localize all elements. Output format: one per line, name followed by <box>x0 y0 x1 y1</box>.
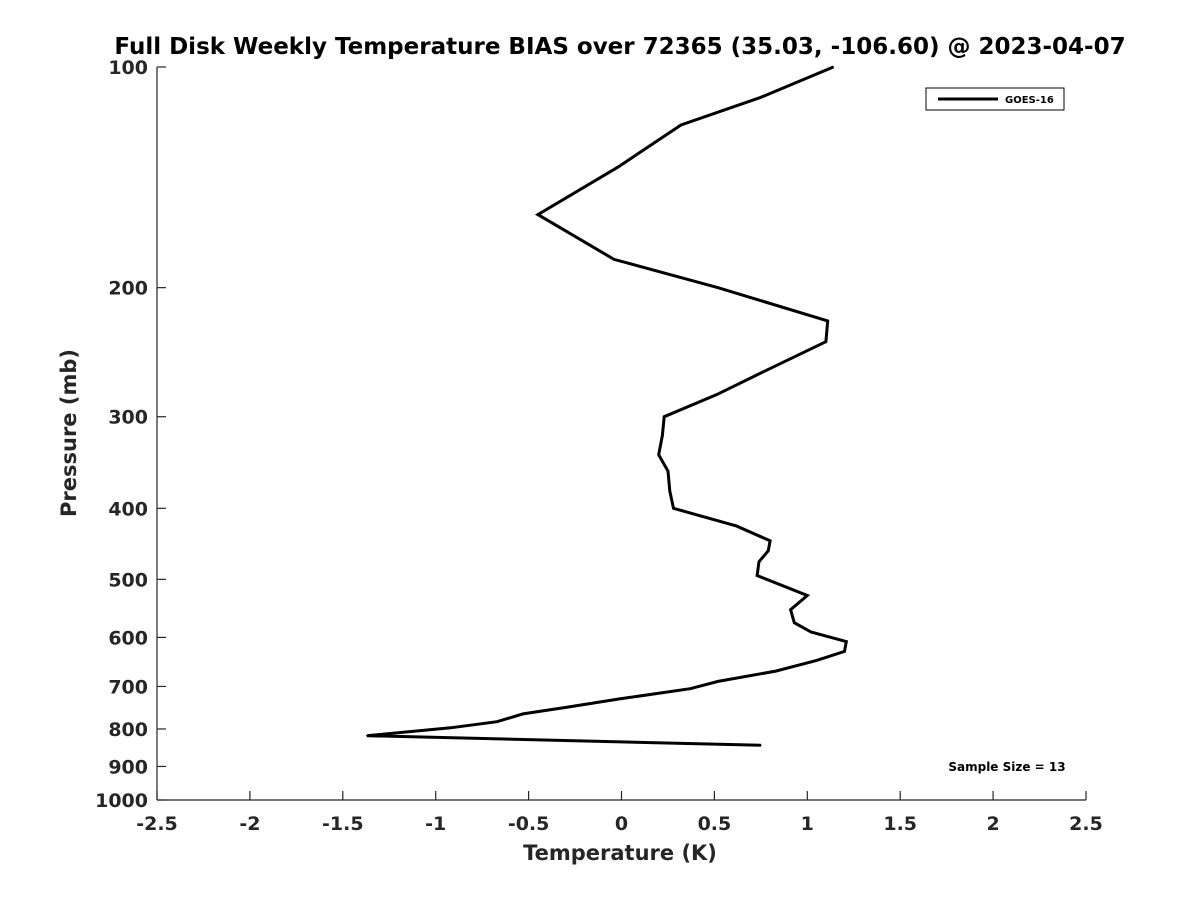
x-axis-label: Temperature (K) <box>523 841 717 865</box>
legend-label-goes-16: GOES-16 <box>1005 95 1054 106</box>
plot-axes: -2.5 -2 -1.5 -1 -0.5 0 0.5 1 1.5 2 2.5 100 200 300 400… <box>95 57 1103 835</box>
data-point <box>680 124 682 126</box>
data-point <box>613 258 615 261</box>
x-tick-label: 1 <box>801 813 814 835</box>
data-point <box>657 453 660 456</box>
data-point <box>769 540 771 542</box>
data-point <box>760 744 762 747</box>
sample-size-annotation: Sample Size = 13 <box>948 760 1065 774</box>
y-tick-label: 1000 <box>95 790 148 812</box>
data-point <box>537 213 539 216</box>
y-tick-label: 200 <box>108 278 148 300</box>
x-tick-label: 0.5 <box>698 813 732 835</box>
y-tick-label: 900 <box>108 756 148 778</box>
data-point <box>845 640 848 643</box>
chart-title: Full Disk Weekly Temperature BIAS over 7… <box>114 34 1125 60</box>
x-tick-label: 0 <box>615 813 628 835</box>
data-point <box>735 525 738 527</box>
data-point <box>825 340 827 343</box>
data-point <box>366 734 368 737</box>
data-point <box>806 594 809 597</box>
data-point <box>815 659 818 662</box>
x-tick-label: 2.5 <box>1069 813 1103 835</box>
x-tick-label: -1 <box>425 813 446 835</box>
data-point <box>496 720 498 723</box>
y-tick-label: 500 <box>108 569 148 591</box>
data-point <box>672 507 675 510</box>
data-point <box>449 726 452 729</box>
data-point <box>715 393 718 396</box>
data-point <box>826 320 829 322</box>
y-tick-label: 600 <box>108 627 148 649</box>
y-tick-label: 700 <box>108 676 148 698</box>
x-tick-label: 2 <box>986 813 999 835</box>
y-tick-label: 400 <box>108 498 148 520</box>
data-point <box>661 434 664 437</box>
y-tick-label: 800 <box>108 719 148 741</box>
data-point <box>689 687 692 690</box>
x-tick-label: -1.5 <box>322 813 364 835</box>
legend: GOES-16 <box>925 87 1065 111</box>
y-tick-label: 300 <box>108 407 148 429</box>
data-point <box>618 698 621 700</box>
data-point <box>522 713 524 715</box>
x-tick-label: -2 <box>239 813 260 835</box>
data-point <box>758 560 760 563</box>
x-tick-label: -0.5 <box>508 813 550 835</box>
series-layer <box>366 65 849 747</box>
data-point <box>616 166 619 169</box>
y-axis-label: Pressure (mb) <box>57 349 81 517</box>
data-point <box>843 650 846 653</box>
data-point <box>760 96 762 99</box>
data-point <box>669 490 671 492</box>
data-point <box>667 470 669 473</box>
x-tick-label: -2.5 <box>136 813 178 835</box>
data-point <box>774 670 777 672</box>
data-point <box>566 706 569 708</box>
data-point <box>793 621 796 624</box>
y-tick-label: 100 <box>108 57 148 79</box>
data-point <box>810 631 812 633</box>
data-point <box>789 608 792 611</box>
data-point <box>763 370 766 372</box>
data-point <box>756 574 758 577</box>
data-point <box>717 680 719 683</box>
data-point <box>663 415 666 418</box>
x-tick-label: 1.5 <box>883 813 917 835</box>
data-point <box>717 286 719 289</box>
data-point <box>832 66 835 68</box>
data-point <box>767 549 770 552</box>
